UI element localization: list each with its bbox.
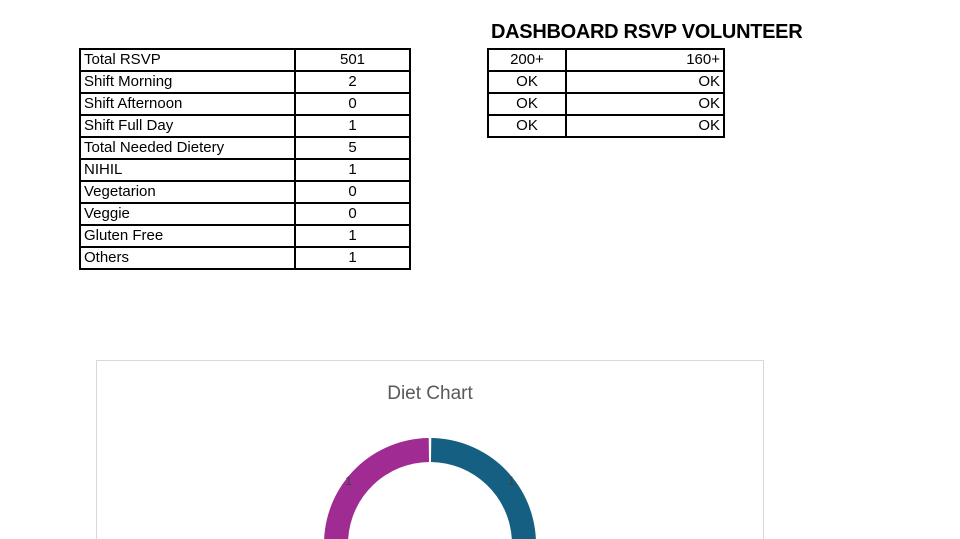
row-label[interactable]: Total RSVP <box>79 48 296 72</box>
volunteer-row: OK OK <box>487 114 725 138</box>
summary-row: Total RSVP 501 <box>79 48 411 72</box>
volunteer-cell[interactable]: OK <box>565 70 725 94</box>
donut-chart: 11 <box>324 438 536 539</box>
dashboard-title: DASHBOARD RSVP VOLUNTEER <box>491 21 803 43</box>
row-value[interactable]: 0 <box>294 180 411 204</box>
summary-row: Gluten Free 1 <box>79 224 411 248</box>
row-label[interactable]: Veggie <box>79 202 296 226</box>
row-value[interactable]: 2 <box>294 70 411 94</box>
volunteer-cell[interactable]: 200+ <box>487 48 567 72</box>
volunteer-cell[interactable]: OK <box>487 114 567 138</box>
row-value[interactable]: 501 <box>294 48 411 72</box>
row-value[interactable]: 1 <box>294 158 411 182</box>
donut-slice[interactable] <box>324 438 430 539</box>
chart-title: Diet Chart <box>387 383 473 404</box>
summary-row: Shift Full Day 1 <box>79 114 411 138</box>
volunteer-cell[interactable]: OK <box>487 70 567 94</box>
volunteer-cell[interactable]: OK <box>565 114 725 138</box>
volunteer-cell[interactable]: OK <box>565 92 725 116</box>
row-label[interactable]: NIHIL <box>79 158 296 182</box>
row-label[interactable]: Gluten Free <box>79 224 296 248</box>
summary-row: Total Needed Dietery 5 <box>79 136 411 160</box>
summary-row: Shift Afternoon 0 <box>79 92 411 116</box>
row-value[interactable]: 0 <box>294 202 411 226</box>
volunteer-table: 200+ 160+ OK OK OK OK OK OK <box>487 48 725 138</box>
volunteer-row: OK OK <box>487 92 725 116</box>
donut-slice[interactable] <box>430 438 536 539</box>
summary-row: Veggie 0 <box>79 202 411 226</box>
row-label[interactable]: Vegetarion <box>79 180 296 204</box>
row-value[interactable]: 1 <box>294 224 411 248</box>
row-value[interactable]: 0 <box>294 92 411 116</box>
summary-row: Others 1 <box>79 246 411 270</box>
row-label[interactable]: Shift Full Day <box>79 114 296 138</box>
row-label[interactable]: Shift Afternoon <box>79 92 296 116</box>
row-value[interactable]: 5 <box>294 136 411 160</box>
data-label: 1 <box>345 474 352 488</box>
volunteer-cell[interactable]: OK <box>487 92 567 116</box>
row-label[interactable]: Total Needed Dietery <box>79 136 296 160</box>
row-value[interactable]: 1 <box>294 246 411 270</box>
summary-row: Shift Morning 2 <box>79 70 411 94</box>
summary-row: NIHIL 1 <box>79 158 411 182</box>
row-label[interactable]: Shift Morning <box>79 70 296 94</box>
volunteer-cell[interactable]: 160+ <box>565 48 725 72</box>
volunteer-row: 200+ 160+ <box>487 48 725 72</box>
data-label: 1 <box>508 474 515 488</box>
volunteer-row: OK OK <box>487 70 725 94</box>
row-label[interactable]: Others <box>79 246 296 270</box>
summary-table: Total RSVP 501 Shift Morning 2 Shift Afterno… <box>79 48 411 270</box>
summary-row: Vegetarion 0 <box>79 180 411 204</box>
row-value[interactable]: 1 <box>294 114 411 138</box>
